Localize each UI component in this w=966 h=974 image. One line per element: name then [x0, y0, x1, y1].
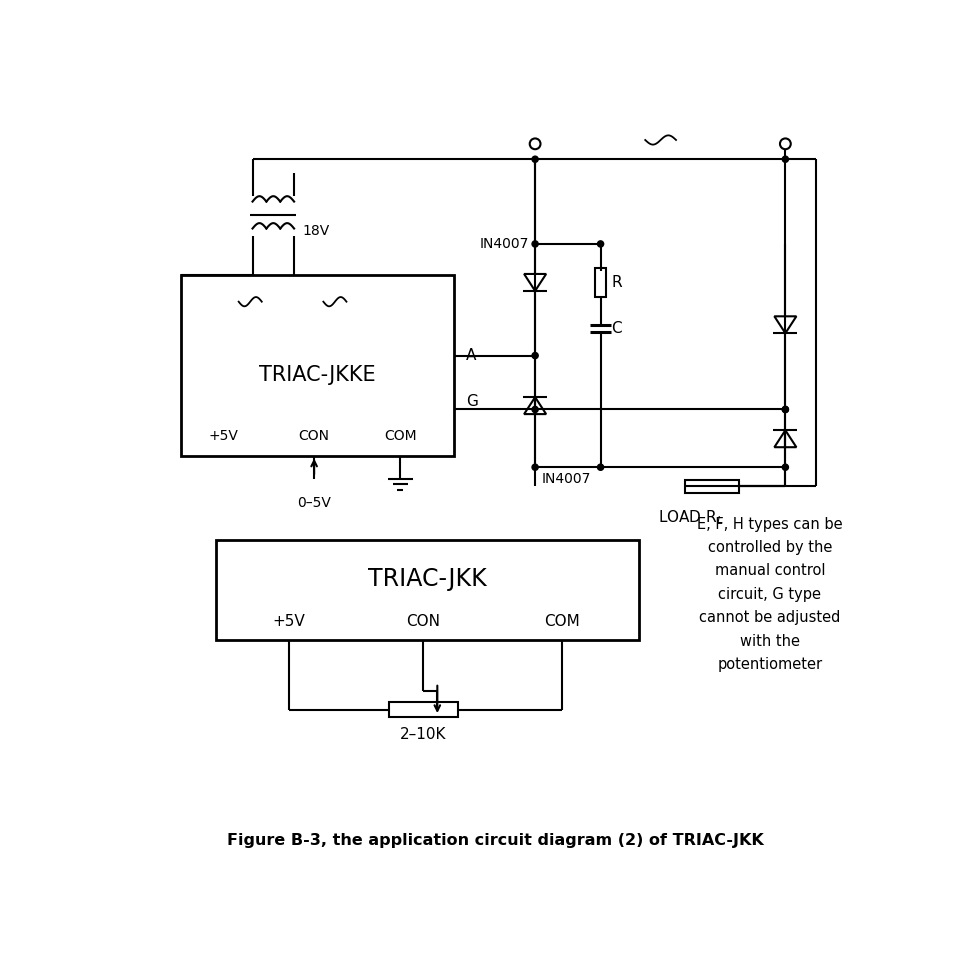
Circle shape — [532, 406, 538, 413]
Text: LOAD R$_L$: LOAD R$_L$ — [658, 507, 724, 527]
Text: 2–10K: 2–10K — [400, 727, 446, 742]
Text: R: R — [611, 275, 622, 290]
Circle shape — [782, 406, 788, 413]
Text: CON: CON — [298, 430, 329, 443]
Text: A: A — [466, 348, 476, 363]
Text: +5V: +5V — [209, 430, 239, 443]
Bar — [215, 541, 639, 641]
Text: TRIAC-JKK: TRIAC-JKK — [368, 567, 487, 591]
Circle shape — [598, 241, 604, 247]
Bar — [181, 275, 454, 456]
Circle shape — [532, 353, 538, 358]
Text: Figure B-3, the application circuit diagram (2) of TRIAC-JKK: Figure B-3, the application circuit diag… — [227, 833, 763, 848]
Circle shape — [598, 465, 604, 470]
Text: 0–5V: 0–5V — [298, 497, 331, 510]
Text: E, F, H types can be
controlled by the
manual control
circuit, G type
cannot be : E, F, H types can be controlled by the m… — [697, 516, 842, 672]
Bar — [685, 479, 739, 494]
Bar — [595, 268, 606, 297]
Text: COM: COM — [544, 614, 580, 629]
Text: COM: COM — [384, 430, 416, 443]
Text: +5V: +5V — [272, 614, 305, 629]
Circle shape — [782, 156, 788, 163]
Text: G: G — [466, 394, 478, 409]
Circle shape — [532, 241, 538, 247]
Text: C: C — [611, 321, 622, 336]
Text: IN4007: IN4007 — [541, 471, 590, 486]
Bar — [389, 702, 458, 718]
Circle shape — [782, 465, 788, 470]
Text: TRIAC-JKKE: TRIAC-JKKE — [259, 365, 376, 385]
Text: CON: CON — [407, 614, 440, 629]
Circle shape — [532, 156, 538, 163]
Text: IN4007: IN4007 — [479, 237, 529, 251]
Text: 18V: 18V — [302, 224, 329, 238]
Circle shape — [782, 406, 788, 413]
Circle shape — [532, 465, 538, 470]
